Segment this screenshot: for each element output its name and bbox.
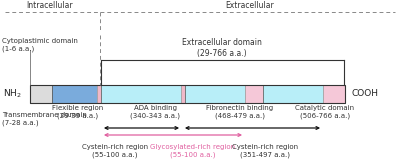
Text: Cystein-rich region
(55-100 a.a.): Cystein-rich region (55-100 a.a.) <box>82 144 148 158</box>
Bar <box>185 85 245 103</box>
Bar <box>323 85 345 103</box>
Text: Fibronectin binding
(468-479 a.a.): Fibronectin binding (468-479 a.a.) <box>206 105 274 119</box>
Text: COOH: COOH <box>352 89 379 99</box>
Bar <box>263 85 323 103</box>
Text: Extracellular: Extracellular <box>226 1 274 10</box>
Bar <box>30 85 345 103</box>
Bar <box>52 85 97 103</box>
Text: Cytoplastimic domain
(1-6 a.a.): Cytoplastimic domain (1-6 a.a.) <box>2 38 78 52</box>
Text: Cystein-rich region
(351-497 a.a.): Cystein-rich region (351-497 a.a.) <box>232 144 298 158</box>
Bar <box>101 85 181 103</box>
Text: Intracellular: Intracellular <box>27 1 73 10</box>
Text: ADA binding
(340-343 a.a.): ADA binding (340-343 a.a.) <box>130 105 180 119</box>
Text: Extracellular domain
(29-766 a.a.): Extracellular domain (29-766 a.a.) <box>182 38 262 58</box>
Bar <box>30 85 52 103</box>
Text: Flexible region
(29-39 a.a.): Flexible region (29-39 a.a.) <box>52 105 104 119</box>
Text: Transmembrane domain
(7-28 a.a.): Transmembrane domain (7-28 a.a.) <box>2 112 87 126</box>
Bar <box>245 85 263 103</box>
Text: Catalytic domain
(506-766 a.a.): Catalytic domain (506-766 a.a.) <box>296 105 354 119</box>
Text: NH$_2$: NH$_2$ <box>3 88 22 100</box>
Bar <box>181 85 185 103</box>
Bar <box>97 85 101 103</box>
Text: Glycosylated-rich region
(55-100 a.a.): Glycosylated-rich region (55-100 a.a.) <box>150 144 236 158</box>
